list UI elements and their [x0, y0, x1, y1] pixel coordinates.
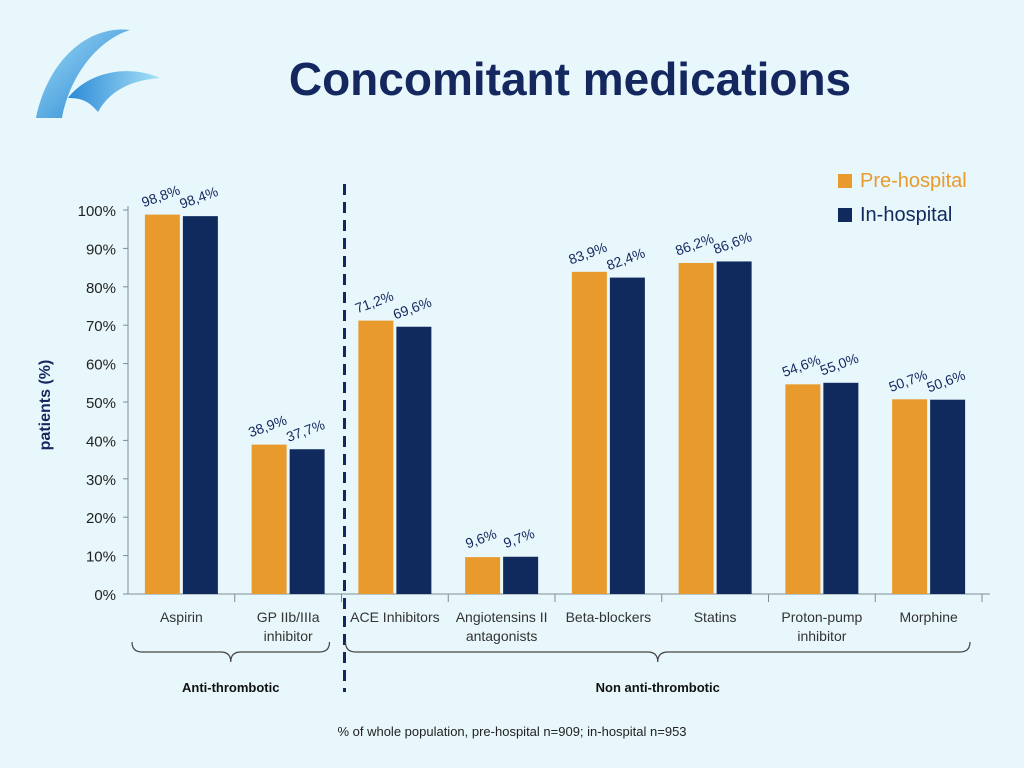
y-tick-label: 50%: [86, 395, 116, 412]
page-title: Concomitant medications: [288, 53, 852, 105]
x-tick-label: ACE Inhibitors: [350, 609, 439, 625]
legend-label: In-hospital: [860, 204, 952, 226]
y-tick-label: 70%: [86, 318, 116, 335]
group-brace: [131, 641, 331, 663]
bar-pre-hospital: [465, 557, 501, 594]
bar-pre-hospital: [678, 262, 714, 594]
y-tick-label: 0%: [94, 587, 116, 604]
data-label: 98,8%: [139, 182, 182, 211]
data-label: 9,7%: [501, 525, 536, 551]
x-tick-label: Aspirin: [160, 609, 203, 625]
data-label: 9,6%: [463, 525, 498, 551]
bar-pre-hospital: [571, 271, 607, 594]
brand-logo-icon: [36, 29, 160, 118]
x-tick-label: Morphine: [899, 609, 958, 625]
bar-pre-hospital: [251, 444, 287, 594]
data-label: 83,9%: [566, 239, 609, 268]
x-tick-label: Proton-pump inhibitor: [781, 609, 862, 644]
data-label: 55,0%: [818, 350, 861, 379]
bar-in-hospital: [930, 399, 966, 594]
y-tick-label: 10%: [86, 549, 116, 566]
y-tick-label: 40%: [86, 433, 116, 450]
data-label: 82,4%: [604, 245, 647, 274]
x-tick-label: Angiotensins II antagonists: [456, 609, 548, 644]
bar-pre-hospital: [785, 384, 821, 594]
legend-label: Pre-hospital: [860, 170, 967, 192]
bar-in-hospital: [503, 556, 539, 594]
bar-in-hospital: [396, 326, 432, 594]
y-tick-label: 80%: [86, 280, 116, 297]
group-brace: [344, 641, 971, 663]
bar-in-hospital: [609, 277, 645, 594]
y-axis-title: patients (%): [37, 360, 54, 451]
x-tick-label: Beta-blockers: [566, 609, 652, 625]
x-tick-label: Statins: [694, 609, 737, 625]
bar-pre-hospital: [358, 320, 394, 594]
data-label: 54,6%: [780, 351, 823, 380]
y-tick-label: 30%: [86, 472, 116, 489]
y-tick-label: 60%: [86, 357, 116, 374]
bar-pre-hospital: [892, 399, 928, 594]
y-tick-label: 20%: [86, 510, 116, 527]
x-tick-label: GP IIb/IIIa inhibitor: [257, 609, 320, 644]
data-label: 50,7%: [887, 366, 930, 395]
bar-in-hospital: [289, 449, 325, 594]
bar-in-hospital: [182, 216, 218, 595]
data-label: 50,6%: [925, 367, 968, 396]
group-label: Non anti-thrombotic: [596, 680, 720, 695]
group-label: Anti-thrombotic: [182, 680, 279, 695]
data-label: 69,6%: [391, 294, 434, 323]
bar-pre-hospital: [144, 214, 180, 594]
y-tick-label: 100%: [78, 203, 116, 220]
data-label: 37,7%: [284, 416, 327, 445]
footnote: % of whole population, pre-hospital n=90…: [337, 724, 687, 739]
data-label: 38,9%: [246, 412, 289, 441]
bar-in-hospital: [823, 382, 859, 594]
data-label: 86,2%: [673, 230, 716, 259]
data-label: 98,4%: [177, 183, 220, 212]
data-label: 71,2%: [353, 288, 396, 317]
legend-swatch: [838, 208, 852, 222]
data-label: 86,6%: [711, 228, 754, 257]
bar-in-hospital: [716, 261, 752, 594]
legend-swatch: [838, 174, 852, 188]
y-tick-label: 90%: [86, 241, 116, 258]
